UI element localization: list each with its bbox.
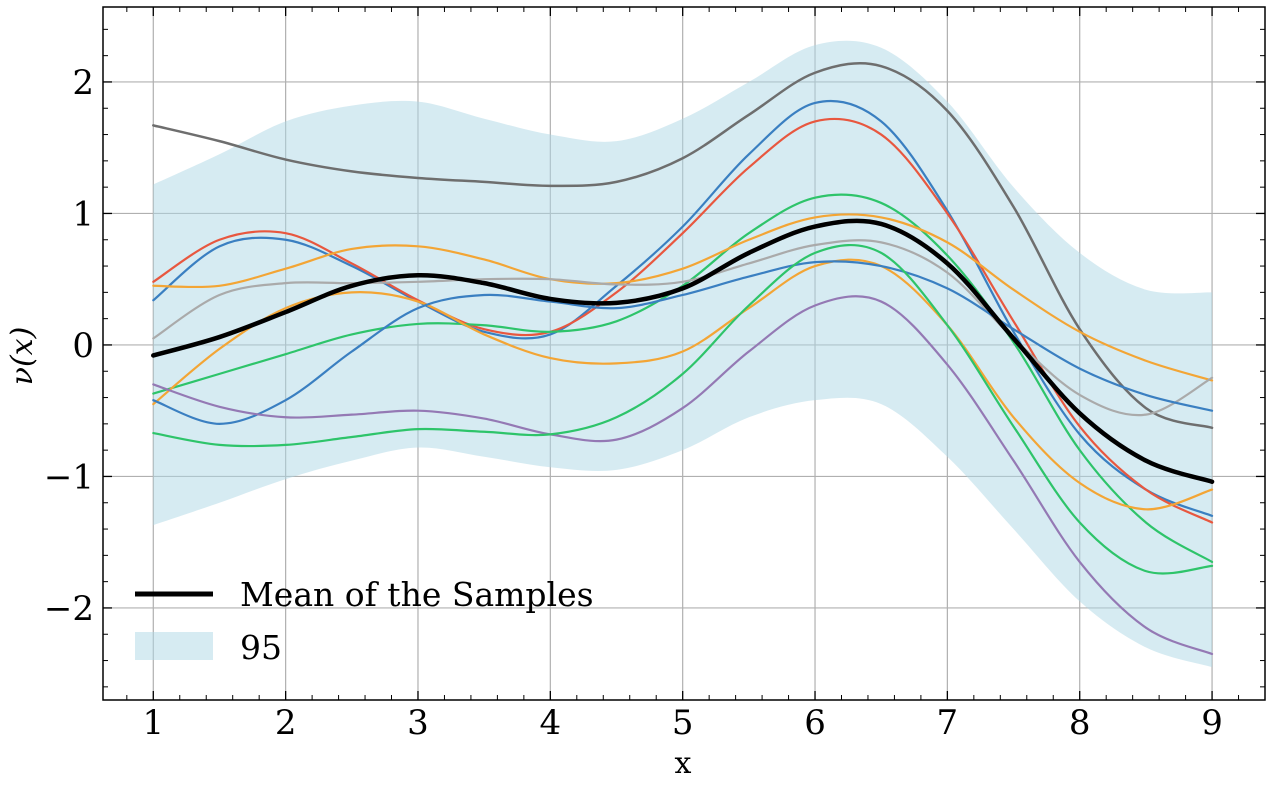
- x-tick-label: 6: [804, 703, 826, 743]
- series-sample-orange-1: [152, 213, 1214, 382]
- series-sample-blue-2: [152, 260, 1214, 425]
- plot-border: [102, 6, 1266, 701]
- series-sample-green-2: [152, 243, 1214, 575]
- x-tick-label: 4: [540, 703, 562, 743]
- y-tick-label: −1: [44, 457, 94, 497]
- x-tick-label: 2: [275, 703, 297, 743]
- y-tick-label: 2: [72, 63, 94, 103]
- confidence-band-95: [153, 40, 1213, 668]
- series-sample-red: [152, 117, 1214, 524]
- x-tick-label: 8: [1069, 703, 1091, 743]
- y-tick-label: 0: [72, 326, 94, 366]
- series-sample-purple: [152, 295, 1214, 656]
- series-sample-green-1: [152, 193, 1214, 564]
- series-sample-gray: [152, 62, 1214, 430]
- x-tick-label: 5: [672, 703, 694, 743]
- confidence-band-layer: [153, 40, 1213, 668]
- legend-band-label: 95: [240, 628, 282, 667]
- x-tick-label: 3: [407, 703, 429, 743]
- y-axis-label: ν(x): [5, 327, 40, 386]
- x-tick-label: 1: [142, 703, 164, 743]
- x-tick-label: 9: [1201, 703, 1223, 743]
- y-ticks: −2 −1 0 1 2: [44, 28, 1265, 688]
- legend-mean-label: Mean of the Samples: [240, 575, 594, 614]
- series-sample-blue-1: [152, 99, 1214, 517]
- series-layer: [151, 62, 1215, 656]
- y-tick-label: −2: [44, 589, 94, 629]
- series-mean-of-the-samples: [151, 218, 1215, 484]
- x-tick-label: 7: [937, 703, 959, 743]
- legend-band-swatch: [135, 632, 213, 660]
- x-ticks: 1 2 3 4 5 6 7 8 9: [126, 7, 1266, 743]
- plot-frame: [102, 6, 1266, 701]
- y-tick-label: 1: [72, 194, 94, 234]
- series-sample-silver: [152, 239, 1214, 417]
- x-axis-label: x: [675, 746, 692, 781]
- legend: Mean of the Samples 95: [135, 575, 594, 667]
